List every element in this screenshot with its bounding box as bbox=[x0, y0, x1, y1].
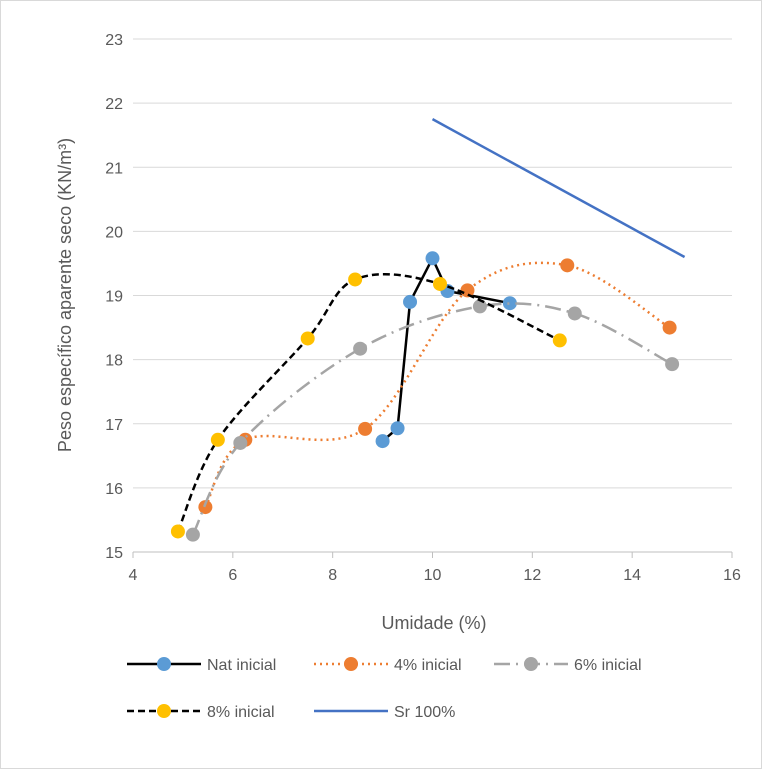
y-tick-label-22: 22 bbox=[105, 96, 123, 113]
x-tick-label-8: 8 bbox=[328, 567, 337, 584]
y-tick-label-15: 15 bbox=[105, 545, 123, 562]
y-tick-label-23: 23 bbox=[105, 32, 123, 49]
y-axis-title: Peso específico aparente seco (KN/m³) bbox=[55, 138, 75, 452]
x-tick-label-16: 16 bbox=[723, 567, 741, 584]
series-line-sr-100 bbox=[431, 118, 686, 259]
axes: 15 16 17 18 19 20 21 22 23 4 6 8 10 12 14 16 bbox=[105, 32, 741, 584]
legend: Nat inicial 4% inicial 6% inicial 8% inicia… bbox=[127, 657, 642, 721]
series-6-inicial bbox=[185, 299, 680, 542]
x-tick-label-12: 12 bbox=[523, 567, 541, 584]
legend-label-8-inicial: 8% inicial bbox=[207, 704, 275, 721]
series-line-6-inicial bbox=[191, 302, 673, 536]
x-tick-label-4: 4 bbox=[129, 567, 138, 584]
grid-lines bbox=[133, 38, 732, 489]
x-axis-title: Umidade (%) bbox=[381, 613, 486, 633]
x-tick-label-10: 10 bbox=[424, 567, 442, 584]
data-point-nat-inicial-2 bbox=[403, 294, 418, 309]
legend-label-6-inicial: 6% inicial bbox=[574, 657, 642, 674]
legend-label-sr-100: Sr 100% bbox=[394, 704, 455, 721]
y-tick-label-20: 20 bbox=[105, 224, 123, 241]
series-sr-100 bbox=[431, 118, 686, 259]
y-tick-label-21: 21 bbox=[105, 160, 123, 177]
series-layer bbox=[170, 118, 686, 542]
data-point-6-inicial-1 bbox=[233, 435, 248, 450]
series-line-4-inicial bbox=[204, 261, 671, 508]
data-point-nat-inicial-5 bbox=[502, 296, 517, 311]
legend-item-8-inicial: 8% inicial bbox=[127, 704, 275, 721]
y-tick-label-17: 17 bbox=[105, 417, 123, 434]
data-point-nat-inicial-0 bbox=[375, 434, 390, 449]
data-point-8-inicial-0 bbox=[170, 524, 185, 539]
series-8-inicial bbox=[170, 272, 567, 539]
legend-label-4-inicial: 4% inicial bbox=[394, 657, 462, 674]
data-point-nat-inicial-1 bbox=[390, 421, 405, 436]
data-point-nat-inicial-3 bbox=[425, 251, 440, 266]
data-point-8-inicial-3 bbox=[348, 272, 363, 287]
x-tick-label-14: 14 bbox=[623, 567, 641, 584]
legend-marker-nat-inicial bbox=[157, 657, 171, 671]
y-tick-label-19: 19 bbox=[105, 289, 123, 306]
data-point-4-inicial-5 bbox=[662, 320, 677, 335]
y-tick-label-18: 18 bbox=[105, 353, 123, 370]
y-tick-label-16: 16 bbox=[105, 481, 123, 498]
legend-item-6-inicial: 6% inicial bbox=[494, 657, 642, 674]
legend-item-sr-100: Sr 100% bbox=[314, 704, 455, 721]
data-point-4-inicial-3 bbox=[460, 283, 475, 298]
legend-marker-4-inicial bbox=[344, 657, 358, 671]
series-line-8-inicial bbox=[176, 272, 561, 532]
data-point-8-inicial-1 bbox=[210, 432, 225, 447]
data-point-6-inicial-2 bbox=[353, 341, 368, 356]
data-point-8-inicial-2 bbox=[300, 331, 315, 346]
data-point-4-inicial-4 bbox=[560, 258, 575, 273]
series-4-inicial bbox=[198, 258, 677, 515]
legend-item-nat-inicial: Nat inicial bbox=[127, 657, 276, 674]
legend-item-4-inicial: 4% inicial bbox=[314, 657, 462, 674]
data-point-8-inicial-4 bbox=[432, 276, 447, 291]
data-point-4-inicial-2 bbox=[358, 421, 373, 436]
legend-marker-6-inicial bbox=[524, 657, 538, 671]
legend-label-nat-inicial: Nat inicial bbox=[207, 657, 276, 674]
data-point-6-inicial-0 bbox=[185, 527, 200, 542]
x-tick-label-6: 6 bbox=[228, 567, 237, 584]
data-point-6-inicial-4 bbox=[567, 306, 582, 321]
data-point-8-inicial-5 bbox=[552, 333, 567, 348]
legend-marker-8-inicial bbox=[157, 704, 171, 718]
data-point-6-inicial-5 bbox=[665, 357, 680, 372]
